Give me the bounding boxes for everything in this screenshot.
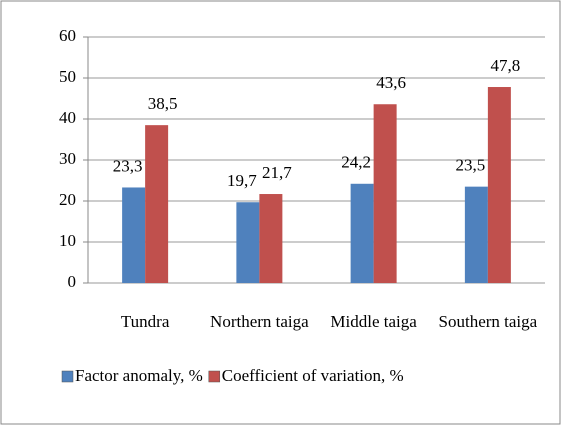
x-tick-label: Northern taiga <box>210 312 309 331</box>
data-label: 23,5 <box>456 156 486 175</box>
y-tick-label: 0 <box>68 272 77 291</box>
data-label: 21,7 <box>262 163 292 182</box>
data-label: 47,8 <box>491 56 521 75</box>
bar <box>259 194 283 283</box>
legend-swatch <box>208 370 221 383</box>
data-label: 23,3 <box>113 156 143 175</box>
bar <box>487 87 511 284</box>
y-tick-label: 30 <box>59 149 76 168</box>
legend-swatch <box>61 370 74 383</box>
bar <box>464 186 488 283</box>
data-label: 38,5 <box>148 94 178 113</box>
data-label: 43,6 <box>376 73 406 92</box>
bar <box>236 202 260 283</box>
x-tick-label: Middle taiga <box>330 312 417 331</box>
bar <box>145 125 169 284</box>
data-label: 24,2 <box>341 153 371 172</box>
legend-label: Coefficient of variation, % <box>222 366 404 385</box>
y-tick-label: 60 <box>59 26 76 45</box>
y-tick-label: 40 <box>59 108 76 127</box>
y-tick-label: 20 <box>59 190 76 209</box>
legend-label: Factor anomaly, % <box>75 366 203 385</box>
bar <box>373 104 397 284</box>
data-label: 19,7 <box>227 171 257 190</box>
bar <box>122 187 146 283</box>
y-tick-label: 10 <box>59 231 76 250</box>
bar <box>350 183 374 283</box>
x-tick-label: Tundra <box>120 312 170 331</box>
y-tick-label: 50 <box>59 67 76 86</box>
x-tick-label: Southern taiga <box>438 312 538 331</box>
